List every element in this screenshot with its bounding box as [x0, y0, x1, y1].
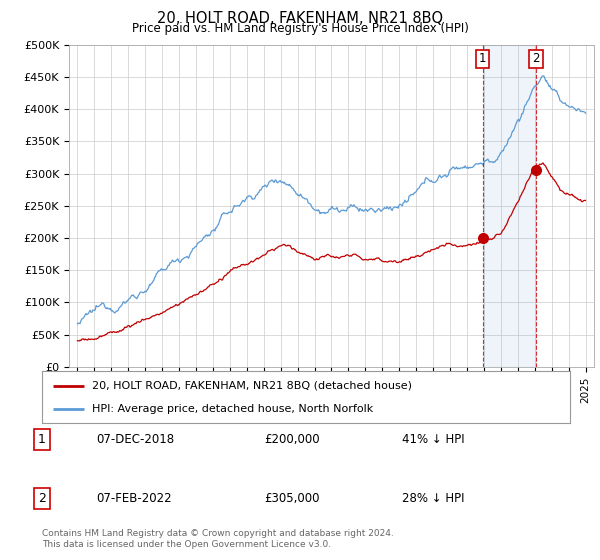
Text: 07-FEB-2022: 07-FEB-2022 — [96, 492, 172, 505]
Text: Contains HM Land Registry data © Crown copyright and database right 2024.
This d: Contains HM Land Registry data © Crown c… — [42, 529, 394, 549]
Text: 28% ↓ HPI: 28% ↓ HPI — [402, 492, 464, 505]
Text: 07-DEC-2018: 07-DEC-2018 — [96, 433, 174, 446]
Bar — [482, 45, 536, 367]
Text: £200,000: £200,000 — [264, 433, 320, 446]
Text: £305,000: £305,000 — [264, 492, 320, 505]
Text: 1: 1 — [38, 433, 46, 446]
Text: 1: 1 — [479, 53, 487, 66]
Text: 20, HOLT ROAD, FAKENHAM, NR21 8BQ: 20, HOLT ROAD, FAKENHAM, NR21 8BQ — [157, 11, 443, 26]
Text: 20, HOLT ROAD, FAKENHAM, NR21 8BQ (detached house): 20, HOLT ROAD, FAKENHAM, NR21 8BQ (detac… — [92, 381, 412, 391]
Text: 2: 2 — [38, 492, 46, 505]
Text: HPI: Average price, detached house, North Norfolk: HPI: Average price, detached house, Nort… — [92, 404, 373, 414]
Text: 2: 2 — [532, 53, 540, 66]
Text: Price paid vs. HM Land Registry's House Price Index (HPI): Price paid vs. HM Land Registry's House … — [131, 22, 469, 35]
Text: 41% ↓ HPI: 41% ↓ HPI — [402, 433, 464, 446]
